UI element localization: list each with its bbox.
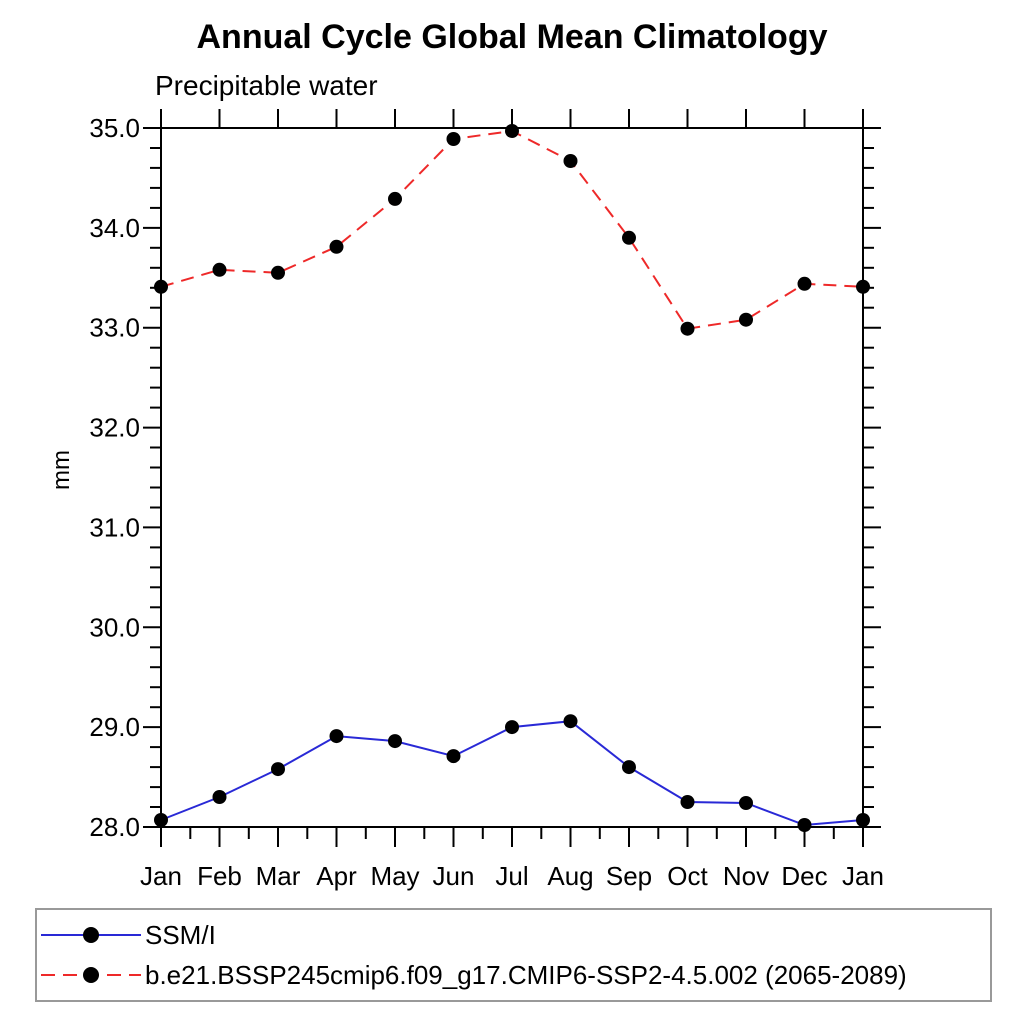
y-tick-label: 29.0: [89, 712, 140, 742]
data-point-marker: [329, 239, 344, 254]
y-tick-label: 28.0: [89, 812, 140, 842]
chart-title: Annual Cycle Global Mean Climatology: [196, 18, 828, 56]
data-point-marker: [446, 749, 461, 764]
x-tick-label: Jan: [140, 861, 182, 891]
data-point-marker: [388, 734, 402, 749]
series-line-1: [160, 129, 864, 330]
x-tick-label: Jan: [842, 861, 884, 891]
data-point-marker: [680, 321, 695, 336]
data-point-marker: [446, 132, 461, 146]
legend-marker-icon: [83, 927, 99, 943]
data-point-marker: [563, 154, 578, 168]
data-point-marker: [271, 762, 285, 777]
y-tick-label: 31.0: [89, 512, 140, 542]
data-point-marker: [739, 796, 753, 810]
data-point-marker: [797, 818, 812, 832]
y-tick-label: 35.0: [89, 113, 140, 143]
x-tick-label: Jun: [433, 861, 475, 891]
legend-line-sample-icon: [41, 967, 141, 983]
legend-row-ssmi: SSM/I: [39, 915, 990, 955]
x-tick-label: Mar: [256, 861, 301, 891]
data-point-marker: [622, 760, 636, 775]
chart-subtitle: Precipitable water: [155, 70, 378, 101]
data-point-marker: [680, 795, 695, 809]
data-point-marker: [154, 279, 168, 294]
y-tick-label: 34.0: [89, 213, 140, 243]
y-tick-label: 33.0: [89, 313, 140, 343]
data-point-marker: [271, 265, 285, 280]
data-point-marker: [505, 720, 519, 735]
x-tick-label: May: [370, 861, 419, 891]
data-point-marker: [329, 729, 344, 744]
x-tick-label: Jul: [495, 861, 528, 891]
data-point-marker: [212, 790, 227, 804]
legend-row-model: b.e21.BSSP245cmip6.f09_g17.CMIP6-SSP2-4.…: [39, 955, 990, 995]
x-tick-label: Nov: [723, 861, 769, 891]
data-point-marker: [563, 714, 578, 729]
data-point-marker: [856, 813, 870, 827]
series-line-0: [160, 720, 864, 827]
x-tick-label: Aug: [547, 861, 593, 891]
x-tick-label: Feb: [197, 861, 242, 891]
y-tick-label: 30.0: [89, 612, 140, 642]
data-point-marker: [622, 230, 636, 245]
legend-line-sample-icon: [41, 927, 141, 943]
legend-marker-icon: [83, 967, 99, 983]
x-tick-label: Sep: [606, 861, 652, 891]
data-point-marker: [856, 279, 870, 294]
x-tick-label: Apr: [316, 861, 357, 891]
data-point-marker: [739, 312, 753, 327]
data-point-marker: [505, 124, 519, 138]
legend: SSM/I b.e21.BSSP245cmip6.f09_g17.CMIP6-S…: [35, 908, 992, 1002]
legend-label-model: b.e21.BSSP245cmip6.f09_g17.CMIP6-SSP2-4.…: [145, 959, 907, 990]
data-point-marker: [154, 813, 168, 827]
data-point-marker: [797, 276, 812, 291]
data-point-marker: [212, 262, 227, 277]
x-tick-label: Oct: [667, 861, 708, 891]
x-tick-label: Dec: [781, 861, 827, 891]
legend-label-ssmi: SSM/I: [145, 919, 216, 950]
data-point-marker: [388, 191, 402, 206]
y-tick-label: 32.0: [89, 413, 140, 443]
